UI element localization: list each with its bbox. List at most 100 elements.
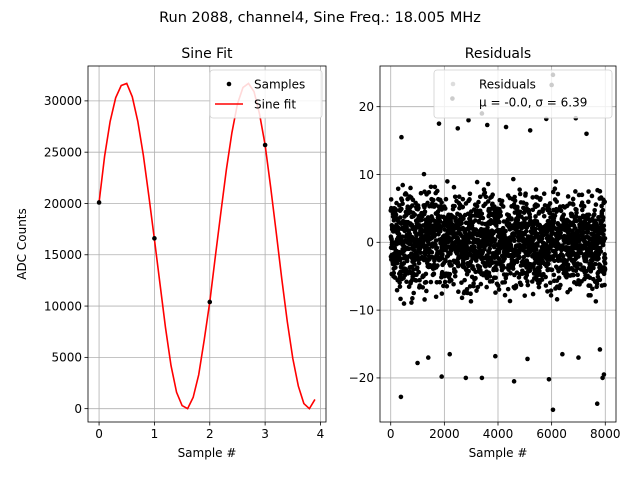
residual-point: [507, 298, 513, 304]
residual-point: [418, 190, 424, 196]
residual-point: [594, 281, 600, 287]
residual-point: [482, 190, 488, 195]
residual-point: [547, 280, 553, 286]
residual-point: [411, 266, 416, 272]
residual-point: [526, 207, 532, 213]
residual-point: [495, 283, 501, 288]
residual-point: [393, 207, 398, 212]
residual-point: [443, 196, 449, 202]
residual-point: [549, 267, 555, 273]
x-tick-label: 4000: [483, 427, 514, 441]
residual-point: [426, 241, 431, 247]
residual-point: [451, 281, 456, 287]
sample-point: [96, 200, 102, 205]
residual-point: [574, 210, 579, 216]
residual-point: [500, 204, 506, 209]
residual-point: [442, 227, 447, 232]
residual-point: [541, 213, 547, 219]
residual-point: [490, 192, 495, 197]
residual-point: [555, 191, 561, 197]
residual-outlier-point: [415, 360, 420, 366]
x-axis-label: Sample #: [469, 446, 528, 460]
residual-point: [511, 176, 516, 182]
x-tick-label: 6000: [536, 427, 567, 441]
residual-point: [397, 284, 403, 289]
residual-point: [533, 214, 538, 219]
residual-point: [432, 232, 438, 238]
legend-stats: μ = -0.0, σ = 6.39: [479, 96, 587, 110]
residual-point: [423, 271, 429, 277]
residual-point: [560, 253, 566, 259]
residual-point: [570, 202, 576, 207]
residual-point: [552, 258, 557, 264]
residual-point: [410, 197, 416, 203]
residual-point: [399, 197, 405, 203]
residual-outlier-point: [439, 374, 444, 379]
residual-point: [478, 268, 483, 273]
residual-point: [525, 279, 530, 284]
residual-point: [547, 201, 553, 206]
residual-point: [554, 297, 560, 302]
residual-point: [534, 219, 540, 224]
residual-point: [570, 196, 576, 202]
residual-point: [552, 213, 558, 218]
residual-outlier-point: [503, 124, 509, 130]
legend-label-residuals: Residuals: [479, 78, 536, 92]
residual-points: [388, 72, 608, 413]
residual-point: [400, 182, 406, 188]
residual-point: [521, 254, 527, 260]
legend-box: [433, 69, 613, 119]
residual-point: [512, 194, 517, 200]
residual-point: [510, 266, 516, 271]
residual-point: [552, 186, 558, 192]
residual-point: [423, 279, 429, 285]
residual-point: [548, 293, 554, 298]
residual-point: [432, 184, 438, 190]
residual-point: [435, 188, 440, 194]
residual-point: [588, 293, 593, 298]
residual-point: [455, 236, 461, 242]
residual-point: [539, 236, 545, 242]
residual-outlier-point: [455, 126, 461, 131]
figure-suptitle: Run 2088, channel4, Sine Freq.: 18.005 M…: [159, 10, 481, 26]
residual-point: [466, 240, 472, 245]
residual-point: [428, 279, 434, 285]
residual-point: [561, 212, 567, 217]
residual-point: [589, 193, 595, 199]
residual-point: [404, 192, 409, 197]
residual-point: [546, 261, 551, 267]
residual-point: [575, 272, 580, 278]
residual-point: [542, 203, 548, 208]
residual-point: [391, 270, 397, 276]
residual-point: [421, 171, 427, 177]
residual-point: [558, 282, 563, 288]
residual-point: [502, 256, 507, 261]
residual-point: [411, 290, 417, 296]
residual-point: [394, 287, 400, 293]
y-tick-label: 20: [359, 100, 374, 114]
residual-outlier-point: [463, 375, 469, 381]
x-tick-label: 0: [95, 427, 103, 441]
x-tick-label: 4: [317, 427, 325, 441]
residual-point: [546, 250, 552, 255]
residual-point: [472, 244, 477, 250]
residual-point: [420, 285, 426, 290]
residual-point: [581, 230, 587, 235]
sample-point: [152, 236, 157, 241]
residual-point: [565, 262, 571, 267]
residual-point: [489, 279, 495, 284]
residual-point: [498, 209, 503, 215]
residual-outlier-point: [398, 394, 404, 400]
residual-point: [523, 228, 529, 234]
residual-point: [398, 256, 403, 261]
residual-point: [404, 224, 409, 230]
legend-label-sine-fit: Sine fit: [254, 98, 296, 112]
residual-outlier-point: [479, 375, 485, 381]
residual-point: [408, 185, 413, 191]
residual-point: [586, 189, 591, 194]
residual-point: [468, 291, 473, 297]
residual-point: [581, 265, 587, 271]
residual-point: [530, 291, 536, 297]
residual-point: [474, 256, 479, 261]
